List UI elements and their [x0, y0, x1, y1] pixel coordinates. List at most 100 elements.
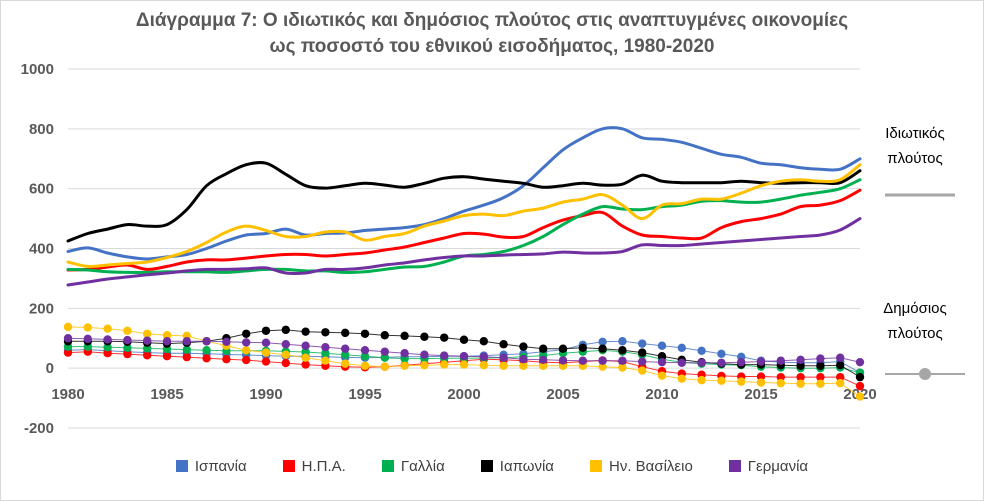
legend-item-france: Γαλλία — [381, 455, 445, 477]
public-wealth-point — [459, 335, 469, 344]
public-wealth-point — [836, 353, 845, 362]
public-wealth-point — [261, 348, 271, 357]
public-wealth-point — [519, 361, 528, 370]
public-wealth-point — [697, 346, 706, 356]
public-wealth-point — [242, 338, 251, 347]
public-wealth-point — [242, 346, 251, 355]
private-wealth-line — [66, 163, 862, 269]
public-wealth-point — [855, 381, 865, 391]
private-wealth-line — [66, 188, 862, 272]
public-wealth-point — [558, 356, 568, 365]
public-wealth-point — [420, 332, 429, 341]
legend-item-japan: Ιαπωνία — [480, 455, 554, 477]
public-wealth-point — [816, 372, 825, 382]
public-wealth-point — [479, 352, 488, 361]
legend-label: Ην. Βασίλειο — [608, 457, 693, 475]
x-tick-label: 1995 — [348, 386, 381, 403]
public-wealth-point — [479, 360, 488, 370]
private-wealth-label-2: πλούτος — [887, 150, 943, 167]
legend-label: Γερμανία — [747, 457, 809, 475]
public-wealth-point — [816, 354, 825, 363]
public-wealth-label-1: Δημόσιος — [883, 300, 947, 317]
public-wealth-point — [360, 361, 370, 370]
public-wealth-point — [816, 379, 825, 388]
public-wealth-point — [796, 372, 805, 382]
public-wealth-point — [321, 356, 330, 365]
public-wealth-point — [261, 357, 271, 366]
y-tick-label: 1000 — [21, 61, 54, 78]
public-wealth-point — [796, 355, 805, 364]
public-wealth-point — [618, 337, 627, 346]
public-wealth-point — [578, 356, 587, 365]
public-wealth-point — [657, 371, 667, 380]
public-wealth-point — [499, 361, 508, 370]
public-wealth-point — [539, 361, 548, 370]
legend-item-uk: Ην. Βασίλειο — [589, 455, 693, 477]
legend-label: Ισπανία — [194, 457, 247, 475]
public-wealth-point — [222, 354, 231, 364]
public-wealth-point — [162, 337, 172, 346]
public-wealth-point — [598, 362, 607, 371]
public-wealth-point — [717, 349, 726, 359]
public-wealth-point — [63, 334, 73, 343]
public-wealth-point — [301, 353, 310, 362]
public-wealth-point — [103, 349, 112, 358]
public-wealth-point — [123, 335, 132, 345]
x-tick-label: 1985 — [150, 386, 183, 403]
public-wealth-point — [380, 362, 389, 371]
y-tick-label: 800 — [29, 121, 54, 138]
public-wealth-point — [182, 345, 191, 354]
public-wealth-point — [103, 324, 112, 333]
public-wealth-point — [657, 341, 667, 350]
public-wealth-point — [638, 339, 647, 348]
x-tick-label: 1980 — [51, 386, 84, 403]
public-wealth-point — [143, 336, 152, 345]
public-wealth-point — [836, 378, 845, 388]
public-wealth-point — [855, 392, 865, 401]
public-wealth-point — [420, 350, 429, 359]
public-wealth-point — [202, 337, 211, 346]
public-wealth-point — [796, 361, 805, 370]
legend-item-spain: Ισπανία — [175, 455, 247, 477]
legend-swatch — [589, 460, 602, 472]
public-wealth-point — [737, 377, 746, 386]
public-wealth-point — [697, 358, 706, 367]
legend-item-usa: Η.Π.Α. — [282, 455, 346, 477]
public-wealth-point — [440, 351, 449, 360]
public-wealth-point — [63, 322, 73, 332]
public-wealth-point — [499, 340, 508, 349]
public-wealth-point — [321, 349, 330, 358]
public-wealth-point — [558, 344, 568, 353]
public-wealth-point — [855, 357, 865, 367]
public-wealth-point — [776, 356, 785, 365]
public-wealth-point — [499, 353, 508, 362]
public-wealth-point — [638, 366, 647, 375]
public-wealth-point — [341, 350, 350, 359]
public-wealth-point — [202, 346, 211, 355]
private-wealth-line — [66, 161, 862, 243]
legend-swatch — [728, 460, 741, 472]
public-wealth-point — [162, 331, 172, 340]
public-wealth-point — [796, 379, 805, 388]
chart-legend: Ισπανία Η.Π.Α. Γαλλία Ιαπωνία Ην. Βασίλε… — [0, 455, 984, 477]
y-tick-label: 200 — [29, 300, 54, 317]
public-wealth-point — [618, 363, 627, 372]
public-wealth-point — [816, 361, 825, 370]
public-wealth-point — [479, 337, 488, 346]
legend-swatch — [381, 460, 394, 472]
public-wealth-point — [756, 372, 766, 381]
public-wealth-point — [459, 352, 469, 361]
public-wealth-point — [301, 327, 310, 336]
y-tick-label: 400 — [29, 241, 54, 258]
x-tick-label: 2010 — [645, 386, 678, 403]
public-wealth-point — [677, 358, 686, 367]
public-wealth-key-marker — [919, 368, 931, 380]
public-wealth-point — [123, 326, 132, 335]
public-wealth-point — [539, 355, 548, 364]
private-wealth-label-1: Ιδιωτικός — [885, 125, 945, 142]
public-wealth-point — [123, 343, 132, 353]
public-wealth-point — [855, 372, 865, 382]
public-wealth-point — [657, 352, 667, 361]
public-wealth-point — [836, 372, 845, 382]
legend-swatch — [480, 460, 493, 472]
